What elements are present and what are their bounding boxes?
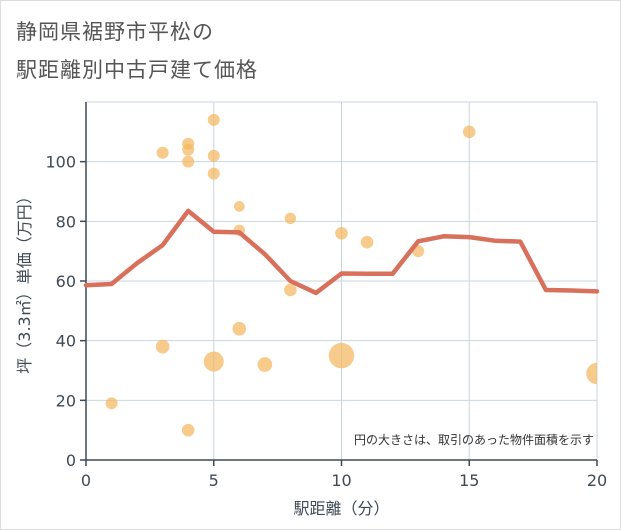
y-tick-label: 60: [56, 272, 76, 291]
scatter-point: [181, 423, 195, 437]
scatter-point: [360, 235, 374, 249]
scatter-point: [462, 125, 476, 139]
scatter-point: [182, 143, 195, 156]
scatter-point: [105, 397, 118, 410]
scatter-point: [156, 146, 169, 159]
y-tick-label: 40: [56, 332, 76, 351]
x-tick-label: 0: [81, 471, 91, 490]
axes: [80, 102, 598, 466]
scatter-point: [207, 113, 220, 126]
x-tick-label: 10: [331, 471, 351, 490]
y-tick-label: 0: [66, 451, 76, 470]
tick-labels: 0 5 10 15 20 0 20 40 60 80 100: [45, 153, 607, 490]
line-series: [83, 208, 600, 296]
chart-title-line2: 駅距離別中古戸建て価格: [16, 58, 258, 82]
bubble-group: [105, 113, 597, 437]
grid-lines: [85, 101, 598, 461]
scatter-point: [207, 167, 220, 180]
scatter-point: [257, 357, 273, 372]
y-tick-label: 20: [56, 391, 76, 410]
scatter-point: [232, 321, 247, 336]
y-tick-label: 80: [56, 212, 76, 231]
scatter-point: [284, 283, 297, 297]
scatter-point: [207, 149, 220, 162]
scatter-point: [586, 362, 597, 385]
y-axis-label: 坪（3.3㎡）単価（万円）: [15, 188, 34, 373]
x-tick-label: 15: [459, 471, 479, 490]
x-axis-label: 駅距離（分）: [293, 499, 389, 518]
scatter-point: [328, 342, 355, 369]
size-annotation: 円の大きさは、取引のあった物件面積を示す: [354, 432, 594, 447]
chart-title-line1: 静岡県裾野市平松の: [16, 20, 214, 44]
scatter-point: [335, 226, 348, 240]
scatter-point: [203, 351, 224, 372]
scatter-point: [155, 339, 170, 354]
scatter-point: [284, 212, 297, 225]
scatter-point: [182, 155, 195, 168]
scatter-series: [105, 113, 597, 437]
y-tick-label: 100: [45, 153, 76, 172]
average-line: [83, 208, 600, 296]
scatter-point: [233, 201, 245, 212]
x-tick-label: 5: [209, 471, 219, 490]
x-tick-label: 20: [587, 471, 607, 490]
